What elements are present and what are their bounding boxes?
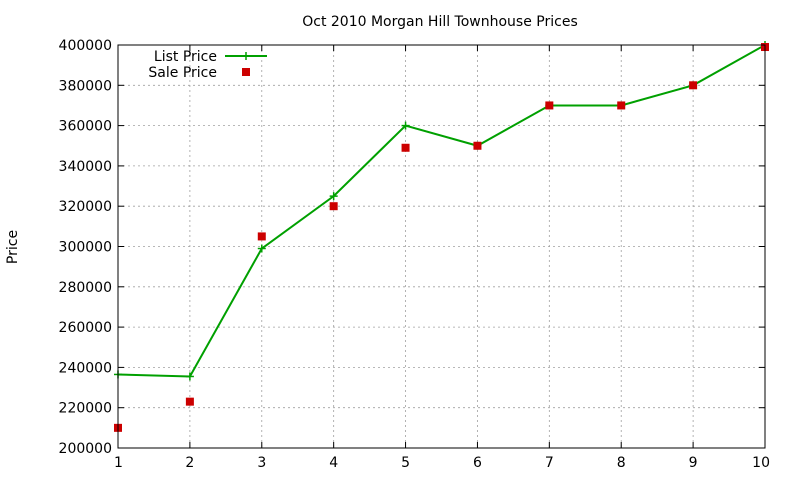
- sale-price-point: [617, 101, 626, 110]
- axis-ticks: 200000 220000 240000 260000 280000 300000 3200…: [59, 38, 770, 471]
- x-tick-label: 1: [114, 455, 123, 471]
- x-tick-label: 6: [473, 455, 482, 471]
- list-price-point: [329, 192, 338, 201]
- y-tick-label: 200000: [59, 441, 112, 457]
- list-price-line: [117, 44, 766, 378]
- y-tick-label: 300000: [59, 240, 112, 256]
- x-tick-label: 10: [752, 455, 770, 471]
- gridlines: [118, 45, 765, 448]
- y-tick-label: 320000: [59, 199, 112, 215]
- y-axis-label: Price: [5, 230, 21, 264]
- chart-title: Oct 2010 Morgan Hill Townhouse Prices: [302, 14, 578, 30]
- y-tick-label: 400000: [59, 38, 112, 54]
- list-price-point: [185, 372, 194, 381]
- legend-list-price-marker: [242, 52, 250, 60]
- x-tick-label: 8: [617, 455, 626, 471]
- sale-price-point: [401, 143, 410, 152]
- y-tick-label: 260000: [59, 320, 112, 336]
- y-tick-label: 380000: [59, 78, 112, 94]
- sale-price-point: [473, 141, 482, 150]
- x-tick-label: 5: [401, 455, 410, 471]
- sale-price-point: [545, 101, 554, 110]
- legend-list-price-label: List Price: [154, 49, 217, 65]
- x-tick-label: 7: [545, 455, 554, 471]
- x-tick-label: 2: [185, 455, 194, 471]
- sale-price-point: [329, 202, 338, 211]
- y-tick-label: 280000: [59, 280, 112, 296]
- plot-frame: [117, 44, 766, 449]
- sale-price-point: [185, 397, 194, 406]
- list-price-point: [257, 244, 266, 253]
- y-tick-label: 220000: [59, 401, 112, 417]
- y-tick-label: 360000: [59, 119, 112, 135]
- legend-sale-price-label: Sale Price: [148, 65, 217, 81]
- list-price-point: [401, 121, 410, 130]
- x-tick-label: 4: [329, 455, 338, 471]
- x-tick-label: 3: [257, 455, 266, 471]
- y-tick-label: 240000: [59, 360, 112, 376]
- x-tick-label: 9: [689, 455, 698, 471]
- y-tick-label: 340000: [59, 159, 112, 175]
- sale-price-point: [689, 81, 698, 90]
- legend-sale-price-marker: [242, 68, 250, 76]
- series: [114, 41, 769, 432]
- sale-price-point: [257, 232, 266, 241]
